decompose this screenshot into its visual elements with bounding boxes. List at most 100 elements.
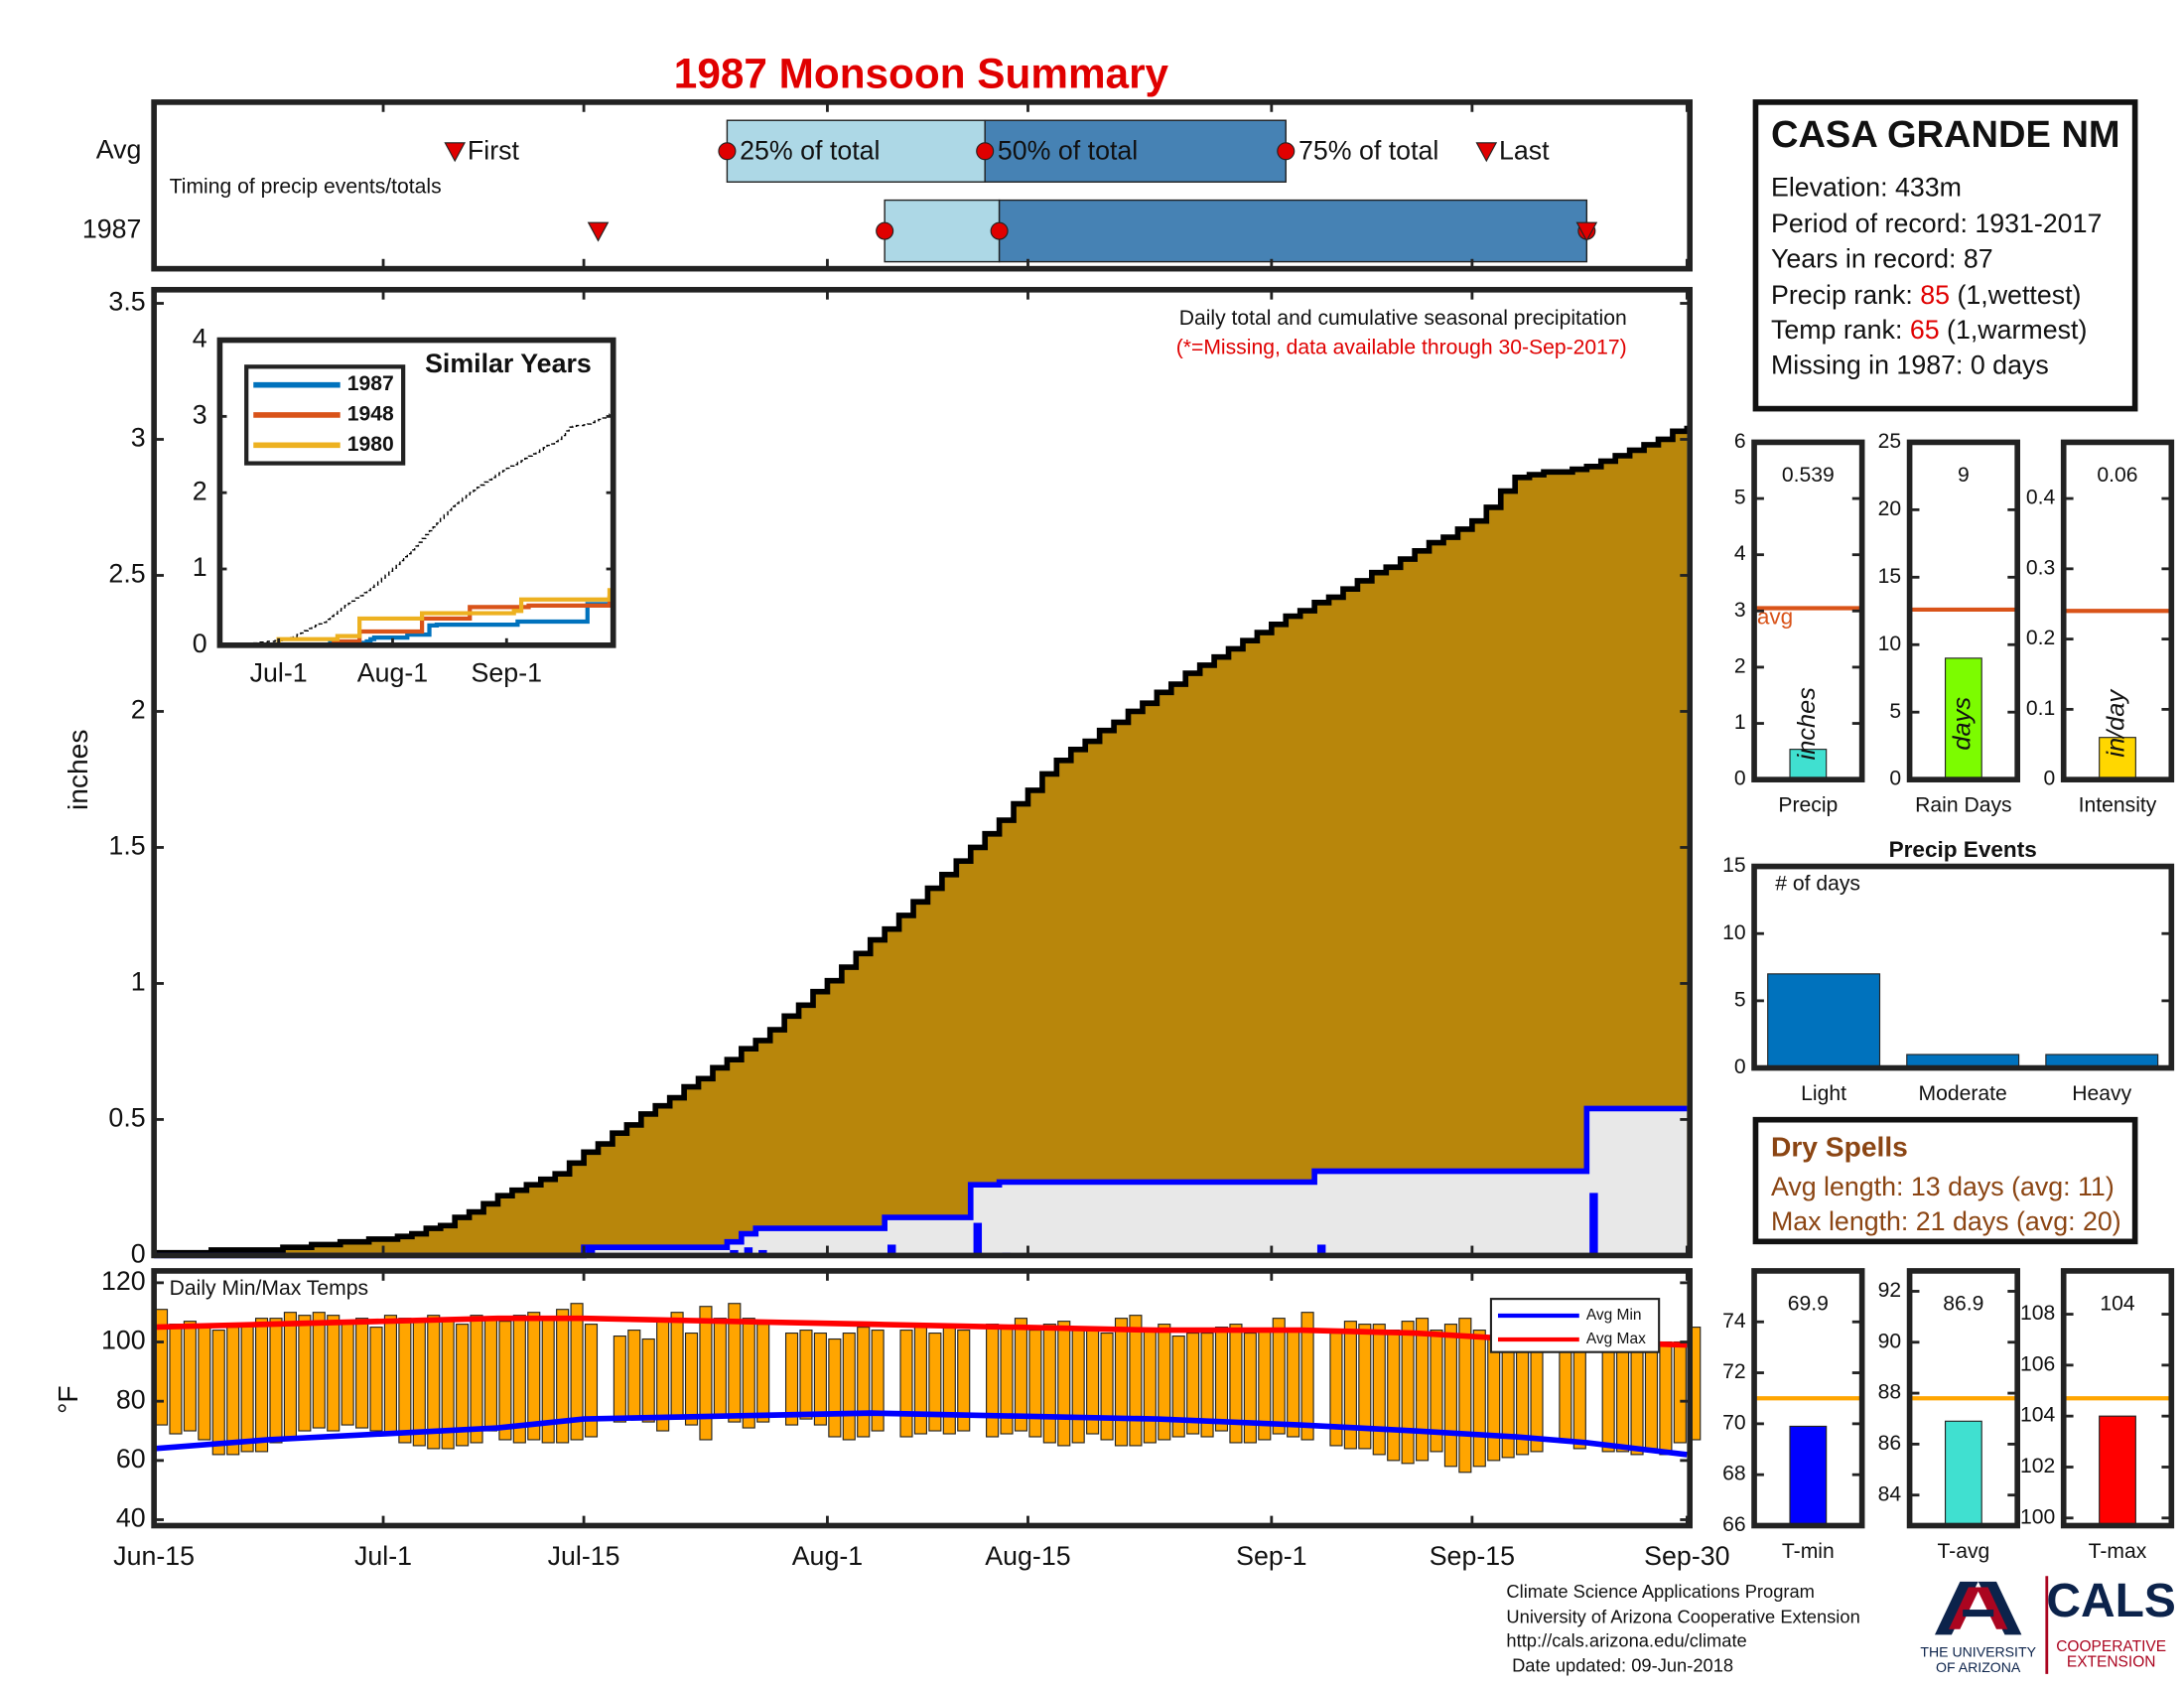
temp-bar [498, 1321, 512, 1441]
y-tick-label: 2.5 [108, 559, 145, 589]
y-tick-label: 40 [116, 1503, 146, 1533]
event-marker [444, 142, 467, 163]
y-tick-label: 10 [1878, 633, 1902, 655]
y-tick-label: 0 [193, 629, 207, 658]
station-line: Period of record: 1931-2017 [1771, 209, 2102, 238]
average-outline [154, 425, 1691, 1256]
temp-bar [341, 1321, 354, 1426]
temp-bar [412, 1321, 426, 1447]
x-tick-label: Aug-1 [792, 1541, 863, 1571]
temp-bar [957, 1330, 971, 1432]
temp-bar [470, 1315, 483, 1444]
bar [2099, 1415, 2136, 1527]
event-marker [990, 221, 1009, 240]
x-axis-label: Precip [1778, 794, 1838, 817]
temp-bar [641, 1337, 655, 1423]
temp-bar [1100, 1333, 1114, 1441]
daily-bar [744, 1247, 753, 1256]
rank-value: 85 [1920, 280, 1950, 310]
y-tick-label: 120 [101, 1266, 146, 1296]
temp-bar [913, 1324, 927, 1435]
temp-bar [1229, 1324, 1243, 1444]
y-tick-label: 108 [2020, 1302, 2055, 1325]
rank-note: (1,wettest) [1957, 280, 2081, 310]
row-label: Avg [96, 134, 142, 164]
temp-bar [1430, 1330, 1443, 1453]
panel-frame [1751, 439, 1865, 782]
dry-spells-title: Dry Spells [1771, 1131, 1908, 1163]
timing-bar [998, 199, 1588, 263]
y-tick-label: 3 [193, 399, 207, 429]
y-tick-label: 1.5 [108, 831, 145, 861]
event-marker [718, 142, 737, 161]
y-tick-label: 68 [1722, 1463, 1746, 1485]
y-axis-label: inches [62, 730, 93, 810]
temp-bar [1243, 1333, 1257, 1444]
temp-bar [627, 1330, 641, 1420]
event-marker [1475, 142, 1498, 163]
rank-label: Temp rank: [1771, 315, 1902, 345]
y-tick-label: 0 [131, 1239, 146, 1269]
x-axis-label: Intensity [2079, 794, 2157, 817]
y-tick-label: 72 [1722, 1360, 1746, 1383]
y-tick-label: 0.2 [2026, 627, 2055, 649]
annotation: (*=Missing, data available through 30-Se… [1176, 337, 1627, 359]
y-tick-label: 5 [1889, 700, 1901, 723]
y-tick-label: 1 [131, 967, 146, 997]
temp-bar [713, 1318, 727, 1417]
panel-frame [2060, 439, 2175, 782]
temp-bar [1171, 1335, 1185, 1438]
temp-bar [842, 1333, 856, 1441]
y-tick-label: 4 [193, 324, 207, 353]
daily-bar [887, 1244, 896, 1256]
event-marker [1277, 142, 1296, 161]
y-tick-label: 92 [1878, 1279, 1902, 1302]
station-name: CASA GRANDE NM [1771, 114, 2120, 156]
y-tick-label: 3 [131, 423, 146, 453]
y-tick-label: 66 [1722, 1513, 1746, 1536]
temp-bar [226, 1327, 240, 1456]
temp-bar [656, 1318, 670, 1432]
cumulative-area [154, 1108, 1688, 1256]
y-tick-label: 15 [1722, 854, 1746, 877]
y-tick-label: 1 [193, 552, 207, 582]
panel-frame [151, 286, 1693, 1259]
y-tick-label: 0.4 [2026, 487, 2056, 509]
station-line: Elevation: 433m [1771, 172, 1962, 202]
temp-bar [211, 1330, 225, 1456]
temp-bar [871, 1330, 885, 1432]
x-tick-label: Moderate [1919, 1082, 2007, 1105]
ua-logo-inner [1949, 1587, 2008, 1629]
temp-bar [742, 1318, 755, 1429]
event-marker [976, 142, 995, 161]
temp-rank: Temp rank: 65 (1,warmest) [1771, 315, 2087, 345]
temp-bar [813, 1333, 827, 1426]
value-label: 9 [1958, 464, 1970, 487]
y-tick-label: 60 [116, 1444, 146, 1474]
avg-temp-line [153, 1410, 1688, 1458]
temp-bar [1472, 1330, 1486, 1468]
y-tick-label: 74 [1722, 1310, 1746, 1333]
temp-bar [1272, 1318, 1286, 1435]
temp-bar [899, 1330, 913, 1438]
x-tick-label: Jul-1 [354, 1541, 412, 1571]
station-line: Missing in 1987: 0 days [1771, 350, 2049, 379]
temp-bar [570, 1303, 584, 1441]
x-tick-label: Sep-1 [1236, 1541, 1306, 1571]
station-line: Years in record: 87 [1771, 243, 1993, 273]
bar [1767, 973, 1881, 1069]
temp-bar [1158, 1324, 1171, 1441]
bar [1789, 1425, 1828, 1527]
y-tick-label: 100 [2020, 1505, 2055, 1528]
x-axis-label: Rain Days [1915, 794, 2011, 817]
bar [1789, 749, 1828, 780]
logo-text: COOPERATIVE [2056, 1638, 2166, 1655]
bar [2099, 737, 2136, 780]
temp-bar [1372, 1324, 1386, 1456]
daily-bar [1316, 1244, 1326, 1256]
panel-note: Timing of precip events/totals [170, 175, 442, 198]
event-marker [876, 221, 894, 240]
legend-label: 1980 [347, 433, 394, 456]
temp-bar [784, 1333, 799, 1426]
